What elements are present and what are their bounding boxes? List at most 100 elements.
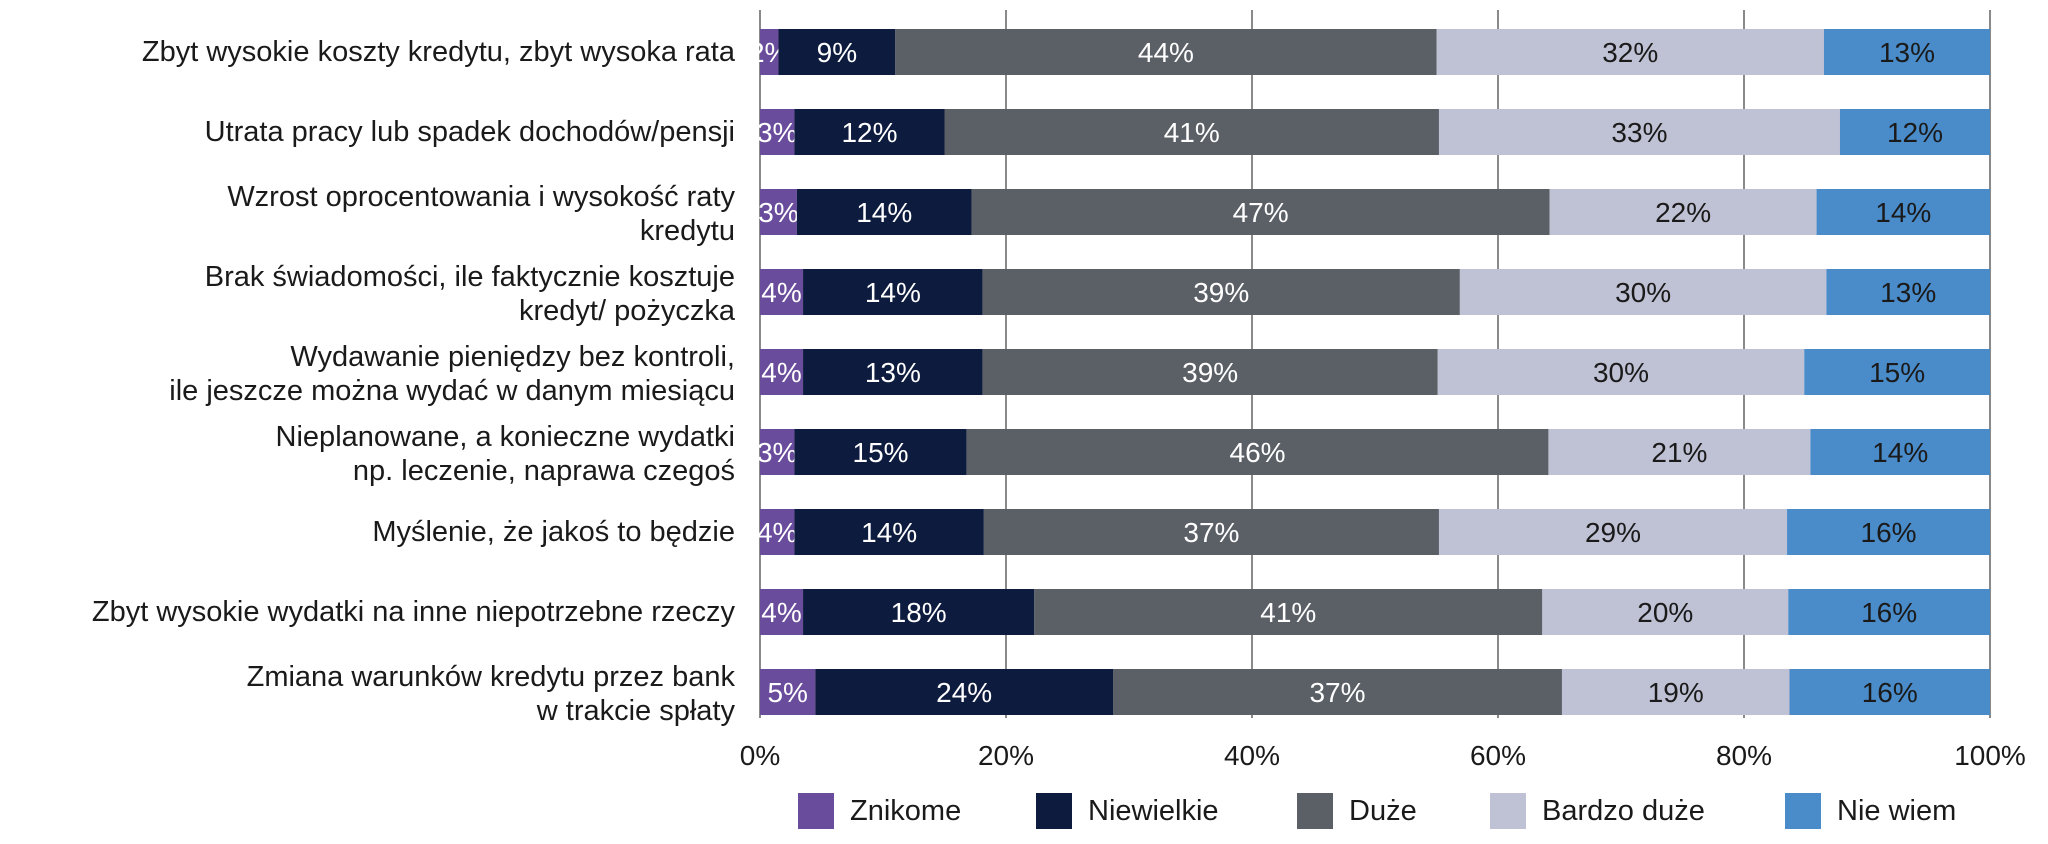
data-label: 3% bbox=[757, 437, 797, 468]
category-label-line: Zmiana warunków kredytu przez bank bbox=[246, 661, 735, 693]
bar-segment bbox=[1459, 269, 1827, 315]
data-label: 3% bbox=[757, 117, 797, 148]
bar-segment bbox=[803, 269, 983, 315]
bar-segment bbox=[1438, 109, 1840, 155]
category-label-line: Wydawanie pieniędzy bez kontroli, bbox=[290, 341, 735, 373]
legend-label: Niewielkie bbox=[1088, 794, 1219, 827]
bar-segment bbox=[1816, 189, 1990, 235]
bar-segment bbox=[982, 269, 1460, 315]
data-label: 46% bbox=[1230, 437, 1286, 468]
legend-label: Bardzo duże bbox=[1542, 794, 1705, 827]
data-label: 41% bbox=[1164, 117, 1220, 148]
data-label: 4% bbox=[761, 277, 801, 308]
legend-swatch bbox=[1490, 793, 1526, 829]
bar-segment bbox=[983, 509, 1439, 555]
bar-segment bbox=[815, 669, 1114, 715]
category-label-line: Wzrost oprocentowania i wysokość raty bbox=[227, 181, 735, 213]
legend-item: Bardzo duże bbox=[1490, 791, 1705, 831]
bar-segment bbox=[1437, 349, 1805, 395]
data-label: 37% bbox=[1183, 517, 1239, 548]
data-label: 33% bbox=[1611, 117, 1667, 148]
bar-segment bbox=[1787, 509, 1990, 555]
bar-segment bbox=[760, 349, 804, 395]
x-tick-label: 0% bbox=[739, 740, 781, 771]
bar-segment bbox=[794, 509, 984, 555]
bar-segment bbox=[760, 589, 804, 635]
data-label: 9% bbox=[817, 37, 857, 68]
category-label: Zmiana warunków kredytu przez bank w trak… bbox=[0, 660, 735, 728]
legend-swatch bbox=[798, 793, 834, 829]
bar-segment bbox=[1810, 429, 1990, 475]
data-label: 16% bbox=[1861, 517, 1917, 548]
data-label: 13% bbox=[1880, 277, 1936, 308]
x-tick-label: 40% bbox=[1223, 740, 1281, 771]
category-label-line: ile jeszcze można wydać w danym miesiącu bbox=[169, 375, 735, 407]
data-label: 14% bbox=[856, 197, 912, 228]
bar-segment bbox=[944, 109, 1439, 155]
data-label: 16% bbox=[1862, 677, 1918, 708]
bar-segment bbox=[794, 429, 967, 475]
bar-segment bbox=[760, 669, 816, 715]
data-label: 22% bbox=[1655, 197, 1711, 228]
category-label-line: np. leczenie, naprawa czegoś bbox=[352, 455, 735, 487]
bar-segment bbox=[760, 189, 797, 235]
data-label: 30% bbox=[1593, 357, 1649, 388]
data-label: 39% bbox=[1193, 277, 1249, 308]
bar-segment bbox=[760, 29, 779, 75]
x-tick-label: 60% bbox=[1469, 740, 1527, 771]
bar-segment bbox=[760, 269, 804, 315]
bar-segment bbox=[1823, 29, 1990, 75]
data-label: 14% bbox=[1875, 197, 1931, 228]
category-label: Nieplanowane, a konieczne wydatki np. lec… bbox=[0, 420, 735, 488]
category-label: Utrata pracy lub spadek dochodów/pensji bbox=[0, 115, 735, 149]
data-label: 41% bbox=[1260, 597, 1316, 628]
bar-segment bbox=[1788, 589, 1990, 635]
bar-segment bbox=[760, 109, 795, 155]
data-label: 29% bbox=[1585, 517, 1641, 548]
category-label: Zbyt wysokie koszty kredytu, zbyt wysoka… bbox=[0, 35, 735, 69]
category-label: Zbyt wysokie wydatki na inne niepotrzebn… bbox=[0, 595, 735, 629]
category-label: Brak świadomości, ile faktycznie kosztuj… bbox=[0, 260, 735, 328]
data-label: 14% bbox=[865, 277, 921, 308]
category-label-line: Zbyt wysokie koszty kredytu, zbyt wysoka… bbox=[141, 36, 735, 68]
bar-segment bbox=[778, 29, 896, 75]
data-label: 3% bbox=[758, 197, 798, 228]
legend-swatch bbox=[1785, 793, 1821, 829]
bar-segment bbox=[982, 349, 1438, 395]
data-label: 19% bbox=[1648, 677, 1704, 708]
data-label: 15% bbox=[1869, 357, 1925, 388]
bar-segment bbox=[1549, 189, 1817, 235]
data-label: 4% bbox=[761, 357, 801, 388]
bar-segment bbox=[1113, 669, 1562, 715]
data-label: 16% bbox=[1861, 597, 1917, 628]
data-label: 18% bbox=[891, 597, 947, 628]
data-label: 20% bbox=[1637, 597, 1693, 628]
bar-segment bbox=[1542, 589, 1789, 635]
category-label: Wydawanie pieniędzy bez kontroli, ile jes… bbox=[0, 340, 735, 408]
data-label: 12% bbox=[841, 117, 897, 148]
bar-segment bbox=[1548, 429, 1811, 475]
bar-segment bbox=[1839, 109, 1990, 155]
category-label-line: Utrata pracy lub spadek dochodów/pensji bbox=[204, 116, 735, 148]
data-label: 14% bbox=[861, 517, 917, 548]
x-tick-label: 20% bbox=[977, 740, 1035, 771]
data-label: 12% bbox=[1887, 117, 1943, 148]
data-label: 13% bbox=[865, 357, 921, 388]
bar-segment bbox=[760, 509, 795, 555]
legend-item: Nie wiem bbox=[1785, 791, 1956, 831]
category-label-line: Nieplanowane, a konieczne wydatki bbox=[275, 421, 735, 453]
data-label: 4% bbox=[761, 597, 801, 628]
category-label-line: kredytu bbox=[639, 215, 735, 247]
legend-label: Znikome bbox=[850, 794, 962, 827]
bar-segment bbox=[803, 589, 1035, 635]
data-label: 44% bbox=[1138, 37, 1194, 68]
legend-item: Znikome bbox=[798, 791, 961, 831]
data-label: 13% bbox=[1879, 37, 1935, 68]
x-tick-label: 100% bbox=[1954, 740, 2026, 771]
x-tick-label: 80% bbox=[1715, 740, 1773, 771]
data-label: 4% bbox=[757, 517, 797, 548]
bar-segment bbox=[1789, 669, 1990, 715]
data-label: 37% bbox=[1309, 677, 1365, 708]
